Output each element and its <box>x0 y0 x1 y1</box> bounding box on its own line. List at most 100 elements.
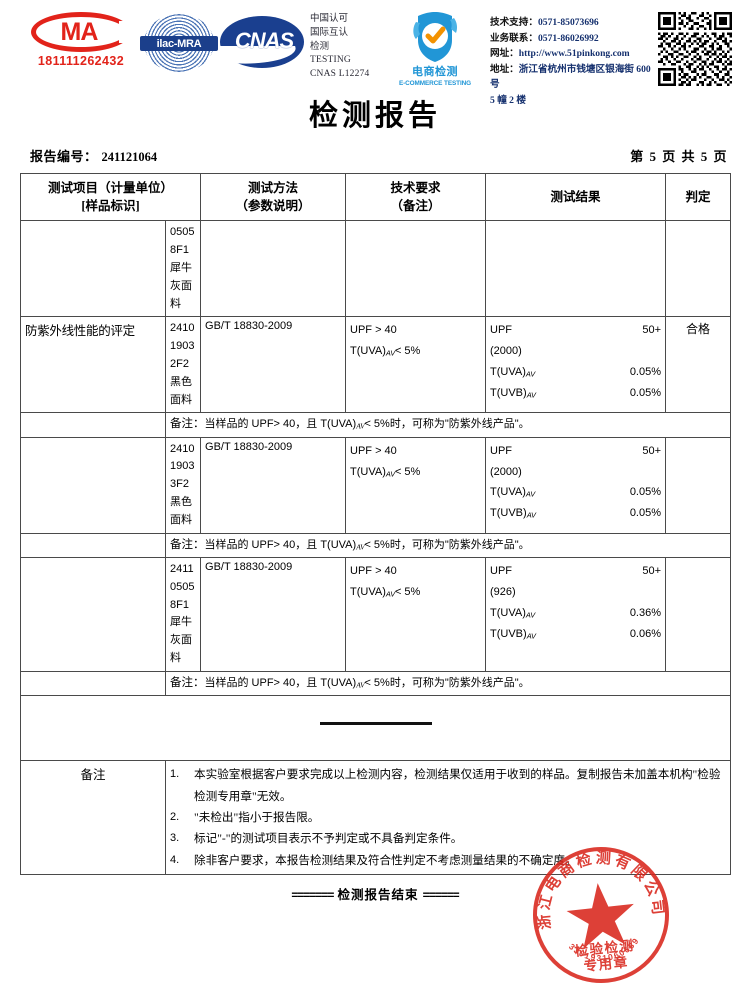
result-uvb-key: T(UVB) <box>490 627 527 640</box>
note-pre: 当样品的 UPF> 40，且 T(UVA) <box>204 418 357 431</box>
page-title: 检测报告 <box>308 100 441 132</box>
req-upf: UPF > 40 <box>350 564 397 577</box>
ilac-label: ilac-MRA <box>140 36 218 51</box>
result-uva: T(UVA)AV 0.05% <box>490 482 661 503</box>
note-pre: 当样品的 UPF> 40，且 T(UVA) <box>204 538 357 551</box>
req-uva: T(UVA)AV< 5% <box>350 462 481 483</box>
result-sample-count: (926) <box>490 585 516 598</box>
cell-requirement: UPF > 40 T(UVA)AV< 5% <box>345 316 487 414</box>
end-line-right-rule: ====== <box>422 888 460 903</box>
cell-requirement <box>345 220 487 318</box>
table-row: 2410 1903 3F2 黑色 面料 GB/T 18830-2009 UPF … <box>20 436 732 534</box>
result-upf: UPF 50+ <box>490 441 661 462</box>
col-header-judge: 判定 <box>665 172 732 222</box>
result-uva-value: 0.05% <box>629 486 662 499</box>
note-empty-cell <box>20 412 166 438</box>
req-uva-sub: AV <box>385 469 395 479</box>
note-pre: 当样品的 UPF> 40，且 T(UVA) <box>204 676 357 689</box>
remarks-label: 备注 <box>20 760 166 876</box>
remark-number: 4. <box>170 853 180 866</box>
qr-code-icon[interactable] <box>658 12 732 86</box>
req-uva-sub: AV <box>385 348 395 358</box>
contact-biz-value: 0571-86026992 <box>537 32 599 44</box>
col-header-requirement: 技术要求 （备注） <box>345 172 487 222</box>
note-post: < 5%时，可称为"防紫外线产品"。 <box>364 418 530 431</box>
note-sub: AV <box>356 680 365 690</box>
cell-test-item <box>20 436 166 534</box>
req-uva-post: < 5% <box>394 585 421 598</box>
result-uvb-key: T(UVB) <box>490 386 527 399</box>
result-uvb-value: 0.05% <box>629 386 662 399</box>
cnas-text-line3: 检测 <box>310 41 330 52</box>
req-uva-pre: T(UVA) <box>350 345 386 358</box>
cell-method <box>200 220 347 318</box>
result-uvb-value: 0.06% <box>629 627 662 640</box>
table-header-row: 测试项目（计量单位） [样品标识] 测试方法 （参数说明） 技术要求 （备注） … <box>19 172 732 222</box>
remark-item: 2. "未检出"指小于报告限。 <box>170 807 726 828</box>
remark-number: 2. <box>170 810 180 823</box>
document-header: MA 181111262432 ilac-MRA CNAS 中国认可 国际互认 … <box>0 0 750 106</box>
result-upf-key: UPF <box>490 564 513 577</box>
end-line-left-rule: ======= <box>291 888 334 903</box>
cell-result <box>485 220 667 318</box>
svg-text:检验检测: 检验检测 <box>574 937 635 959</box>
note-cell: 备注：当样品的 UPF> 40，且 T(UVA)AV< 5%时，可称为"防紫外线… <box>164 532 732 558</box>
cnas-logo: CNAS <box>218 14 310 76</box>
contact-website: 网址：http://www.51pinkong.com <box>490 46 658 62</box>
col-header-req-l1: 技术要求 <box>390 181 441 195</box>
result-uva-sub: AV <box>525 490 535 500</box>
end-separator-rule <box>319 722 432 725</box>
note-cell: 备注：当样品的 UPF> 40，且 T(UVA)AV< 5%时，可称为"防紫外线… <box>164 412 732 438</box>
cell-sample-id: 0505 8F1 犀牛 灰面 料 <box>164 220 202 318</box>
remarks-body: 1. 本实验室根据客户要求完成以上检测内容，检测结果仅适用于收到的样品。复制报告… <box>164 760 732 876</box>
cma-logo: MA 181111262432 <box>22 12 140 68</box>
result-uva-value: 0.05% <box>629 366 662 379</box>
col-header-method: 测试方法 （参数说明） <box>200 172 347 222</box>
col-header-test-item-l2: [样品标识] <box>81 199 140 214</box>
col-header-method-l1: 测试方法 <box>248 181 299 195</box>
col-header-method-l2: （参数说明） <box>235 199 311 214</box>
result-uvb-sub: AV <box>526 510 536 520</box>
remark-text: 标记"-"的测试项目表示不予判定或不具备判定条件。 <box>194 832 463 846</box>
end-line-text: 检测报告结束 <box>337 888 419 903</box>
req-upf: UPF > 40 <box>350 324 397 337</box>
table-remarks-row: 备注 1. 本实验室根据客户要求完成以上检测内容，检测结果仅适用于收到的样品。复… <box>20 760 732 876</box>
remark-item: 1. 本实验室根据客户要求完成以上检测内容，检测结果仅适用于收到的样品。复制报告… <box>170 764 726 807</box>
cnas-text-line4: TESTING <box>310 55 351 66</box>
cell-judgement: 合格 <box>665 316 732 414</box>
contact-web-value[interactable]: http://www.51pinkong.com <box>518 48 630 60</box>
svg-text:专用章: 专用章 <box>583 953 629 974</box>
result-uva-value: 0.36% <box>629 606 662 619</box>
cell-result: UPF 50+ (2000) T(UVA)AV 0.05% T(UVB)AV 0.05… <box>485 316 667 414</box>
req-uva: T(UVA)AV< 5% <box>350 582 481 603</box>
cell-requirement: UPF > 40 T(UVA)AV< 5% <box>345 556 487 672</box>
cell-result: UPF 50+ (926) T(UVA)AV 0.36% T(UVB)AV 0.06% <box>485 556 667 672</box>
remark-item: 3. 标记"-"的测试项目表示不予判定或不具备判定条件。 <box>170 828 726 849</box>
result-upf: UPF 50+ <box>490 561 661 582</box>
cell-sample-id: 2410 1903 2F2 黑色 面料 <box>164 316 202 414</box>
result-uvb: T(UVB)AV 0.05% <box>490 503 661 524</box>
page-indicator: 第 5 页 共 5 页 <box>630 149 728 164</box>
cell-method: GB/T 18830-2009 <box>200 556 347 672</box>
remark-number: 1. <box>170 768 180 781</box>
cnas-text-line5: CNAS L12274 <box>310 69 370 80</box>
table-note-row: 备注：当样品的 UPF> 40，且 T(UVA)AV< 5%时，可称为"防紫外线… <box>20 532 732 558</box>
result-uva-sub: AV <box>525 369 535 379</box>
req-uva-post: < 5% <box>394 465 421 478</box>
remark-text: 除非客户要求，本报告检测结果及符合性判定不考虑测量结果的不确定度。 <box>194 853 577 867</box>
remark-number: 3. <box>170 832 180 845</box>
remark-item: 4. 除非客户要求，本报告检测结果及符合性判定不考虑测量结果的不确定度。 <box>170 850 726 871</box>
note-post: < 5%时，可称为"防紫外线产品"。 <box>364 676 530 689</box>
ecommerce-testing-en-label: E-COMMERCE TESTING <box>398 80 472 87</box>
result-uva-key: T(UVA) <box>490 486 526 499</box>
col-header-test-item-l1: 测试项目（计量单位） <box>48 181 174 195</box>
result-upf: UPF 50+ <box>490 320 661 341</box>
note-cell: 备注：当样品的 UPF> 40，且 T(UVA)AV< 5%时，可称为"防紫外线… <box>164 670 732 697</box>
contact-business: 业务联系：0571-86026992 <box>490 31 658 47</box>
note-label: 备注： <box>170 418 205 431</box>
contact-web-label: 网址： <box>490 48 519 60</box>
contact-tech-value: 0571-85073696 <box>537 17 599 28</box>
result-upf-key: UPF <box>490 324 513 337</box>
svg-text:3301931060689: 3301931060689 <box>566 934 643 966</box>
result-upf-key: UPF <box>490 444 513 457</box>
